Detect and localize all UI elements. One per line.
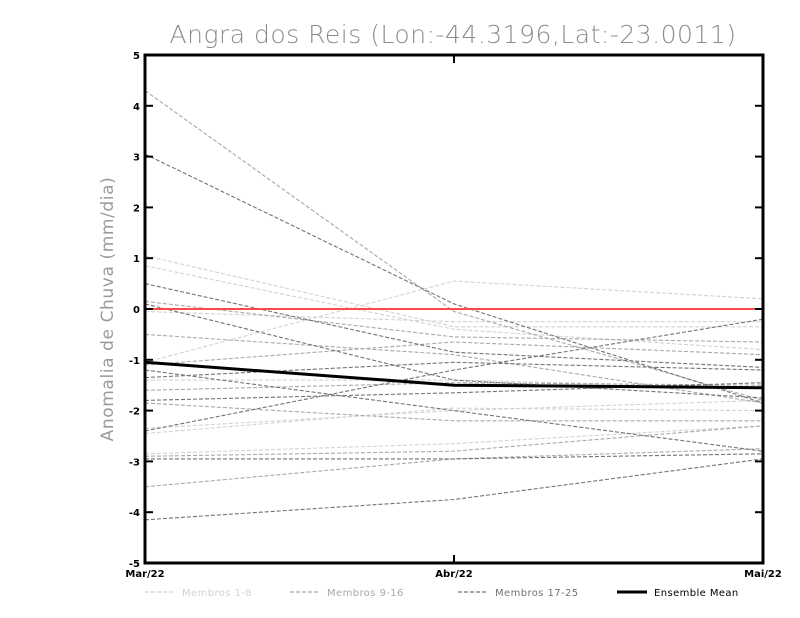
member-line-g1-s7 xyxy=(144,310,763,323)
member-line-g3-s9 xyxy=(144,303,764,399)
series-layer xyxy=(144,90,764,521)
member-line-g2-s3 xyxy=(144,382,764,391)
member-line-g3-s5 xyxy=(144,382,764,401)
member-line-g2-s8 xyxy=(144,341,764,366)
y-tick-label: 1 xyxy=(133,254,140,265)
y-tick-label: 0 xyxy=(133,305,140,316)
member-line-g2-s7 xyxy=(144,300,764,343)
member-line-g2-s5 xyxy=(144,448,764,488)
y-tick-label: -5 xyxy=(129,559,140,570)
member-line-g1-s2 xyxy=(144,265,764,351)
member-line-g1-s3 xyxy=(144,280,764,363)
y-tick-label: 3 xyxy=(133,153,140,164)
legend-label-3: Membros 17-25 xyxy=(495,588,579,599)
y-tick-label: -3 xyxy=(129,457,140,468)
y-tick-label: -2 xyxy=(129,407,140,418)
mean-layer xyxy=(144,360,764,390)
y-ticks: 5 4 3 2 1 0 -1 -2 -3 -4 -5 xyxy=(129,51,763,570)
legend: Membros 1-8 Membros 9-16 Membros 17-25 Ense… xyxy=(145,588,739,599)
member-line-g3-s2 xyxy=(144,283,764,368)
legend-label-4: Ensemble Mean xyxy=(654,588,739,599)
member-line-g1-s4 xyxy=(144,407,764,435)
member-line-g3-s7 xyxy=(145,453,764,460)
y-axis-label: Anomalia de Chuva (mm/dia) xyxy=(98,177,118,442)
member-line-g1-s1 xyxy=(144,255,763,328)
member-line-g3-s4 xyxy=(144,318,764,432)
x-ticks: Mar/22 Abr/22 Mai/22 xyxy=(125,55,782,580)
x-tick-label: Abr/22 xyxy=(435,569,472,580)
legend-label-2: Membros 9-16 xyxy=(327,588,404,599)
legend-label-1: Membros 1-8 xyxy=(182,588,252,599)
member-line-g3-s1 xyxy=(144,153,764,404)
member-line-g1-s5 xyxy=(144,425,764,455)
member-line-g1-s8 xyxy=(144,399,764,429)
member-line-g3-s8 xyxy=(144,361,764,379)
y-tick-label: -1 xyxy=(129,356,140,367)
ensemble-mean-line xyxy=(144,360,764,390)
y-tick-label: 2 xyxy=(133,203,140,214)
member-line-g3-s3 xyxy=(144,369,764,452)
y-tick-label: 5 xyxy=(133,51,140,62)
y-tick-label: -4 xyxy=(129,508,140,519)
x-tick-label: Mai/22 xyxy=(744,569,782,580)
x-tick-label: Mar/22 xyxy=(125,569,164,580)
member-line-g2-s1 xyxy=(144,90,764,401)
member-line-g2-s4 xyxy=(144,425,764,457)
y-tick-label: 4 xyxy=(133,102,140,113)
member-line-g3-s6 xyxy=(144,458,764,521)
member-line-g2-s6 xyxy=(144,402,763,422)
chart-title: Angra dos Reis (Lon:-44.3196,Lat:-23.001… xyxy=(170,20,737,49)
